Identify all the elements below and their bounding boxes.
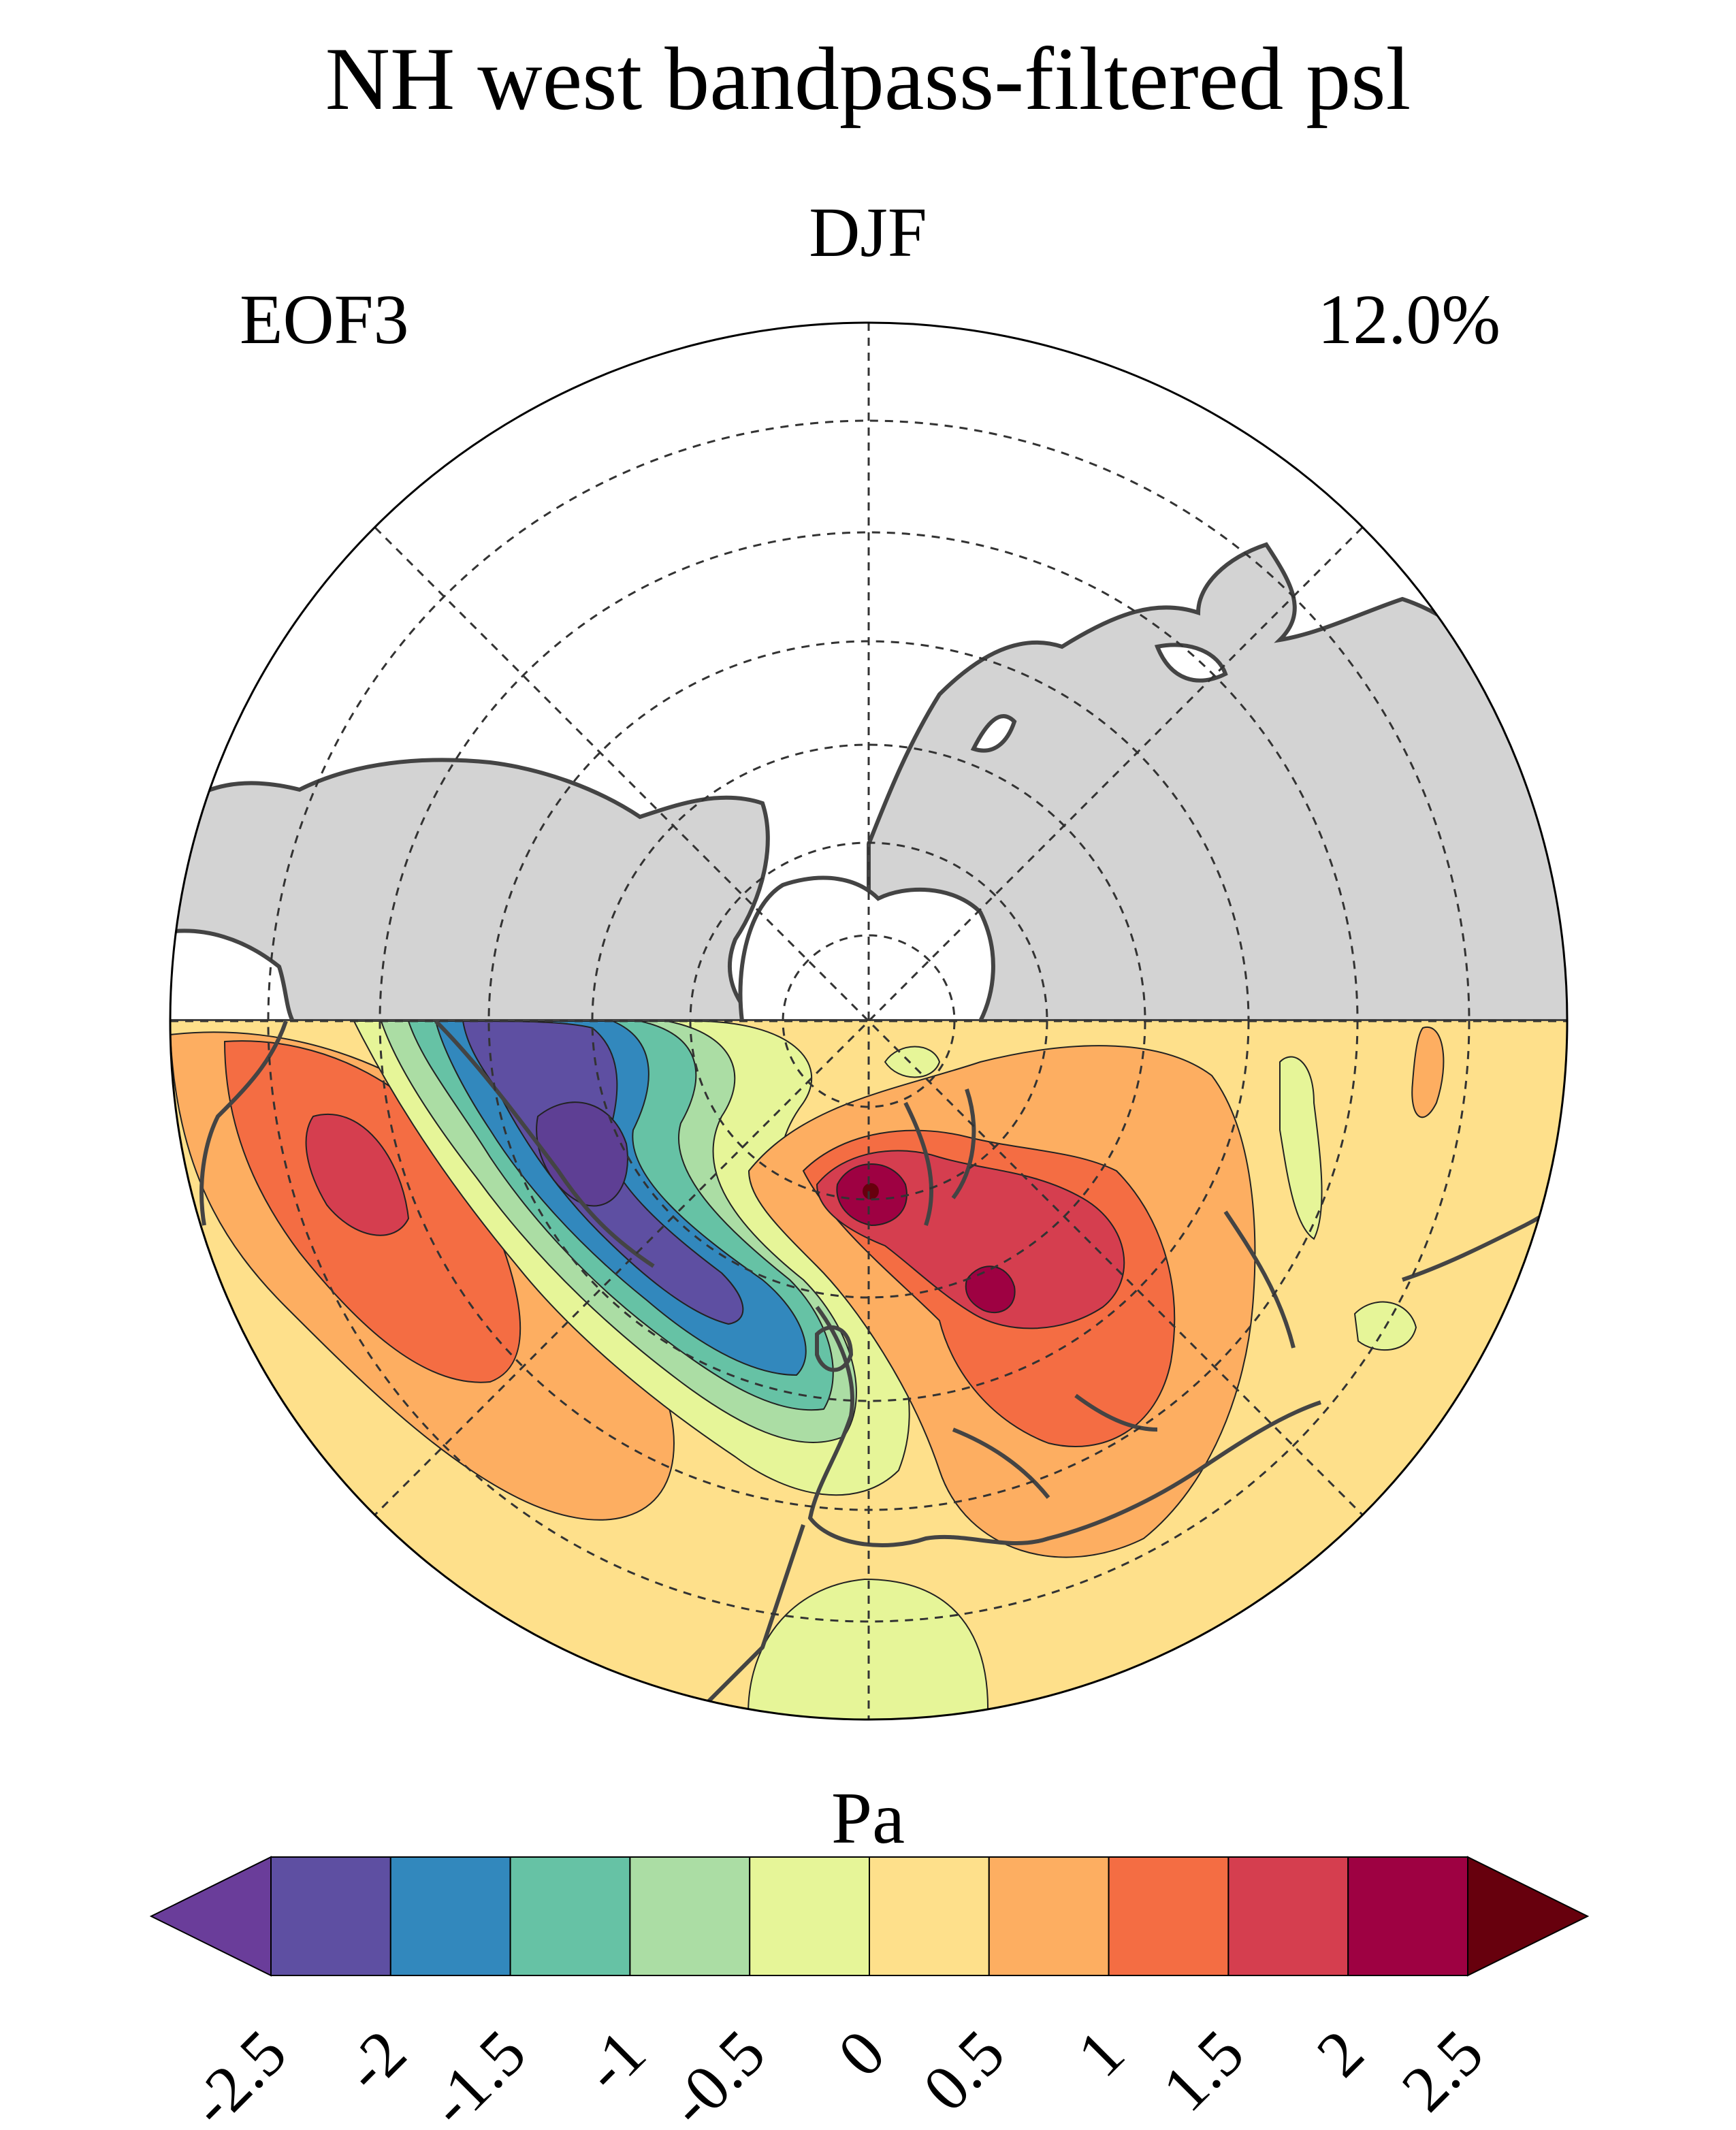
contour-neg-patch-asia xyxy=(1279,1056,1323,1240)
colorbar-tick-label: 2 xyxy=(1302,2016,1377,2091)
colorbar-bin xyxy=(629,1856,751,1976)
contour-neg-patch-subtropics xyxy=(748,1578,988,1720)
colorbar-tick-label: -1.5 xyxy=(415,2016,539,2130)
colorbar-tick-label: 1.5 xyxy=(1148,2016,1258,2125)
coastline-british-isles xyxy=(815,1325,854,1372)
greenland xyxy=(738,875,995,1023)
colorbar-tick-label: 0 xyxy=(824,2016,899,2091)
novaya-zemlya xyxy=(970,714,1017,753)
contour-neg-2.5 xyxy=(536,1101,628,1207)
colorbar-bin xyxy=(1227,1856,1349,1976)
eof-contours xyxy=(170,1021,1567,1720)
land-north-america xyxy=(170,758,770,1023)
colorbar-tick-label: 1 xyxy=(1063,2016,1138,2091)
colorbar-bin xyxy=(270,1856,391,1976)
colorbar-tick-label: -2 xyxy=(329,2016,419,2105)
coastline-scandinavia xyxy=(903,1088,976,1226)
coastline-mediterranean xyxy=(952,1393,1158,1499)
contour-pos-patch-east-edge xyxy=(1411,1026,1445,1118)
map-boundary xyxy=(169,321,1569,1721)
coastline-europe-africa xyxy=(807,1306,1321,1547)
colorbar-bin xyxy=(988,1856,1110,1976)
contour-pos-east-2.0b xyxy=(965,1265,1016,1314)
colorbar-bin xyxy=(749,1856,870,1976)
colorbar-bin xyxy=(389,1856,511,1976)
contour-pos-west-1.5 xyxy=(305,1113,410,1236)
colorbar-tick-label: 0.5 xyxy=(909,2016,1018,2125)
colorbar-tick-label: -0.5 xyxy=(654,2016,779,2130)
taymyr-coast xyxy=(1154,643,1228,683)
coastline-north-america-east xyxy=(434,1021,655,1268)
meridian-45 xyxy=(374,526,1364,1516)
colorbar-bin xyxy=(509,1856,631,1976)
variance-explained-label: 12.0% xyxy=(1317,280,1500,359)
colorbar-tick-label: 2.5 xyxy=(1387,2016,1497,2125)
colorbar-tick-labels: -2.5 -2-1.5 -1-0.5 0 0.5 1 1.5 2 2.5 xyxy=(176,2016,1497,2130)
colorbar-bin xyxy=(1108,1856,1229,1976)
colorbar-bin xyxy=(1347,1856,1468,1976)
land-alaska-white xyxy=(170,929,296,1023)
contour-pos-east-2.5 xyxy=(863,1183,879,1199)
colorbar-under-triangle xyxy=(149,1856,272,1977)
coastline-north-america-west xyxy=(199,1021,288,1226)
colorbar-bin xyxy=(869,1856,990,1976)
graticule xyxy=(170,323,1567,1720)
eof-mode-label: EOF3 xyxy=(240,280,409,359)
colorbar-tick-label: -2.5 xyxy=(176,2016,300,2130)
season-label: DJF xyxy=(809,193,927,272)
colorbar-over-triangle xyxy=(1467,1856,1590,1977)
latitude-circle-30 xyxy=(267,419,1470,1623)
meridian-135 xyxy=(374,526,1364,1516)
figure-title: NH west bandpass-filtered psl xyxy=(325,29,1411,129)
colorbar xyxy=(149,1856,1590,1977)
colorbar-tick-label: -1 xyxy=(569,2016,659,2105)
colorbar-units-label: Pa xyxy=(831,1778,905,1859)
contour-neg-patch-north xyxy=(884,1046,941,1078)
